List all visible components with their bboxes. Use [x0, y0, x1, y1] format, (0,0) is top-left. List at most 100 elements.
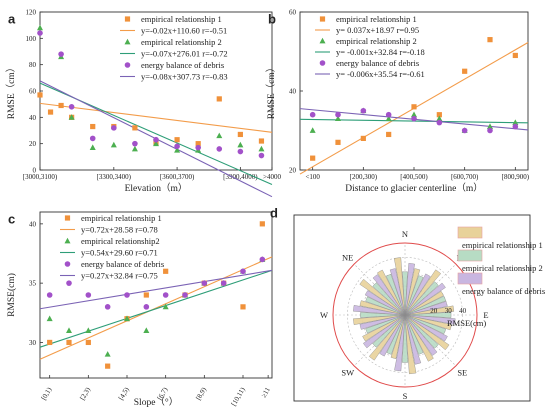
- data-point-c-1: [46, 315, 53, 322]
- data-point-b-0: [360, 135, 366, 141]
- legend-fit-label-b-2: y= -0.006x+35.54 r=-0.61: [336, 69, 425, 79]
- rose-wedge-2: [404, 263, 415, 316]
- rose-legend-swatch-0: [457, 226, 483, 239]
- data-point-a-0: [195, 141, 201, 147]
- rose-legend-label-1: empirical relationship 2: [462, 263, 543, 273]
- plot-frame-d: [293, 214, 531, 402]
- rose-wedge-0: [353, 314, 406, 325]
- rose-wedge-2: [359, 314, 406, 330]
- data-point-c-1: [143, 327, 150, 333]
- rose-wedge-2: [394, 314, 406, 372]
- data-point-b-2: [487, 127, 493, 134]
- x-tick-label-a: >4000: [263, 173, 281, 181]
- panel-label-c: c: [8, 212, 15, 227]
- data-point-b-0: [335, 139, 341, 145]
- data-point-a-2: [89, 135, 96, 142]
- data-point-c-2: [46, 292, 53, 298]
- x-tick-label-a: [3000,3100): [23, 173, 58, 181]
- rose-wedge-1: [404, 281, 439, 316]
- data-point-a-1: [174, 147, 181, 153]
- rose-wedge-2: [372, 274, 406, 316]
- rose-wedge-0: [404, 314, 434, 362]
- legend-label-b-0: empirical relationship 1: [336, 14, 417, 24]
- x-tick-label-c: ≥11: [260, 386, 272, 400]
- data-point-a-1: [131, 145, 138, 152]
- x-axis-title-a: Elevation（m）: [125, 182, 188, 194]
- data-point-b-0: [487, 37, 493, 43]
- data-point-a-0: [216, 96, 222, 102]
- x-tick-label-b: [200,300): [350, 173, 378, 181]
- x-tick-label-c: [0,1): [40, 385, 54, 401]
- data-point-a-2: [153, 136, 159, 143]
- rose-wedge-0: [377, 269, 406, 316]
- rose-wedge-2: [404, 314, 422, 365]
- rose-wedge-1: [404, 312, 452, 318]
- data-point-c-1: [124, 315, 130, 322]
- plot-frame-a: [39, 11, 273, 171]
- data-point-b-2: [309, 111, 316, 118]
- rose-wedge-0: [404, 305, 455, 316]
- x-tick-label-b: [800,900): [502, 173, 530, 181]
- data-point-a-2: [258, 152, 265, 159]
- legend-fit-label-c-0: y=0.72x+28.58 r=0.78: [81, 225, 158, 235]
- data-point-c-0: [259, 221, 265, 227]
- data-point-a-0: [37, 92, 43, 98]
- data-point-c-1: [66, 327, 72, 333]
- legend-label-c-0: empirical relationship 1: [81, 213, 162, 223]
- data-point-a-2: [216, 146, 223, 152]
- y-tick-label-a: 120: [26, 9, 37, 17]
- y-tick-label-c: 35: [29, 280, 37, 288]
- rose-wedge-0: [359, 300, 406, 316]
- data-point-a-2: [195, 144, 201, 151]
- y-tick-label-a: 60: [29, 88, 37, 96]
- data-point-a-2: [237, 148, 244, 155]
- rose-direction-label: W: [320, 310, 328, 320]
- legend-fit-label-c-1: y=0.54x+29.60 r=0.71: [81, 248, 158, 258]
- legend-marker-b-1: [319, 37, 326, 44]
- y-tick-label-b: 40: [289, 88, 297, 96]
- data-point-b-0: [462, 68, 468, 74]
- rose-outer-circle: [332, 242, 478, 388]
- data-point-a-1: [153, 140, 159, 147]
- data-point-a-1: [89, 144, 96, 151]
- rose-wedge-0: [404, 290, 444, 316]
- rose-wedge-2: [404, 301, 448, 316]
- data-point-c-0: [163, 268, 169, 274]
- x-tick-label-a: [3600,3700): [160, 173, 195, 181]
- rose-wedge-2: [389, 268, 406, 316]
- rose-wedge-2: [404, 314, 438, 356]
- legend-marker-b-2: [319, 60, 326, 66]
- data-point-a-0: [90, 123, 96, 130]
- data-point-c-0: [240, 304, 246, 310]
- data-point-b-1: [436, 115, 443, 122]
- rose-wedge-0: [404, 269, 442, 316]
- rose-wedge-1: [404, 314, 439, 349]
- data-point-b-2: [411, 115, 417, 122]
- legend-label-c-2: energy balance of debris: [81, 259, 164, 269]
- data-point-c-2: [201, 280, 208, 286]
- data-point-a-1: [237, 141, 244, 148]
- data-point-c-0: [85, 339, 91, 346]
- y-tick-label-a: 80: [29, 61, 37, 69]
- rose-r-tick-label: 30: [445, 307, 453, 315]
- y-tick-label-c: 30: [29, 339, 37, 347]
- y-tick-label-a: 100: [26, 35, 37, 43]
- rose-r-axis-title: RMSE(cm): [447, 318, 486, 328]
- legend-marker-c-2: [64, 261, 71, 267]
- rose-direction-label: S: [403, 391, 408, 401]
- data-point-b-2: [360, 107, 367, 114]
- rose-direction-label: SE: [457, 367, 467, 377]
- rose-wedge-1: [372, 314, 406, 348]
- data-point-b-0: [411, 104, 417, 110]
- rose-legend-label-0: empirical relationship 1: [462, 240, 543, 250]
- panel-label-d: d: [270, 206, 278, 221]
- legend-fit-label-b-0: y= 0.037x+18.97 r=0.95: [336, 25, 419, 35]
- y-tick-label-a: 0: [33, 167, 37, 175]
- rose-wedge-0: [362, 314, 406, 342]
- legend-marker-c-0: [64, 215, 71, 221]
- data-point-c-2: [104, 304, 111, 310]
- y-tick-label-a: 40: [29, 114, 37, 122]
- rose-r-tick-label: 20: [430, 307, 438, 315]
